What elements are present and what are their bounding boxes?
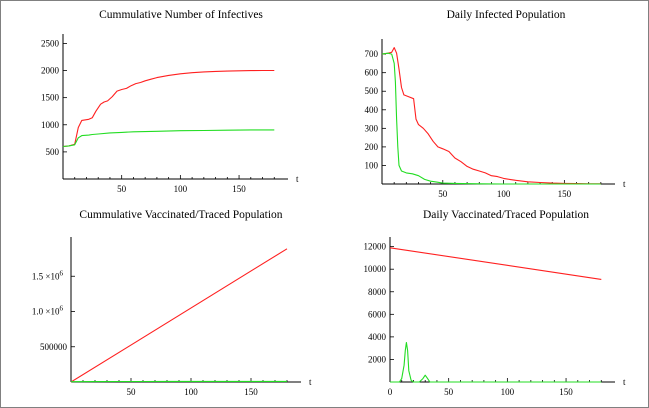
y-tick-label: 2000 bbox=[368, 354, 387, 364]
x-tick-label: 50 bbox=[117, 184, 127, 194]
y-tick-label: 8000 bbox=[368, 287, 387, 297]
chart-1: Cummulative Number of Infectives t 50 100 15… bbox=[41, 9, 299, 194]
y-tick-label: 4000 bbox=[368, 332, 387, 342]
series-line-1 bbox=[389, 247, 602, 280]
x-axis-label: t bbox=[623, 377, 626, 387]
y-tick-label: 400 bbox=[365, 105, 379, 115]
series-line-2 bbox=[62, 129, 275, 148]
y-tick-label: 700 bbox=[365, 49, 379, 59]
x-tick-label: 100 bbox=[184, 387, 198, 397]
y-tick-label: 600 bbox=[365, 68, 379, 78]
y-tick-label: 200 bbox=[365, 142, 379, 152]
x-tick-label: 150 bbox=[559, 387, 573, 397]
chart-4: Daily Vaccinated/Traced Population t 0 50 10… bbox=[364, 209, 627, 397]
x-axis-label: t bbox=[296, 174, 299, 184]
x-tick-label: 150 bbox=[244, 387, 258, 397]
chart-3: Cummulative Vaccinated/Traced Population… bbox=[32, 209, 312, 397]
y-tick-label: 6000 bbox=[368, 309, 387, 319]
x-tick-label: 100 bbox=[497, 189, 511, 199]
y-tick-label: 100 bbox=[365, 160, 379, 170]
y-tick-label: 12000 bbox=[364, 242, 387, 252]
y-tick-label: 1500 bbox=[41, 93, 60, 103]
chart-title: Daily Infected Population bbox=[447, 9, 566, 21]
x-axis-label: t bbox=[623, 179, 626, 189]
x-tick-label: 50 bbox=[127, 387, 137, 397]
chart-title: Cummulative Number of Infectives bbox=[99, 9, 263, 21]
y-tick-label: 1000 bbox=[41, 120, 60, 130]
x-tick-label: 0 bbox=[388, 387, 393, 397]
x-tick-label: 150 bbox=[558, 189, 572, 199]
y-tick-label: 300 bbox=[365, 123, 379, 133]
x-tick-label: 50 bbox=[438, 189, 448, 199]
series-line-1 bbox=[62, 69, 275, 148]
y-tick-label: 2500 bbox=[41, 38, 60, 48]
x-tick-label: 100 bbox=[174, 184, 188, 194]
chart-title: Daily Vaccinated/Traced Population bbox=[423, 209, 589, 221]
y-tick-label: 500000 bbox=[40, 342, 68, 352]
y-tick-label: 2000 bbox=[41, 66, 60, 76]
y-tick-label: 1.0 ×106 bbox=[32, 305, 64, 317]
x-axis-label: t bbox=[309, 377, 312, 387]
series-line-2 bbox=[390, 341, 602, 383]
y-tick-label: 500 bbox=[365, 86, 379, 96]
chart-2: Daily Infected Population t 50 100 150 100 200… bbox=[365, 9, 627, 199]
series-line-1 bbox=[381, 47, 601, 185]
series-line-1 bbox=[70, 248, 288, 383]
chart-title: Cummulative Vaccinated/Traced Population bbox=[79, 209, 282, 221]
x-tick-label: 100 bbox=[501, 387, 515, 397]
x-tick-label: 150 bbox=[232, 184, 246, 194]
series-line-2 bbox=[381, 52, 601, 185]
y-tick-label: 10000 bbox=[364, 264, 387, 274]
y-tick-label: 1.5 ×106 bbox=[32, 269, 64, 281]
x-tick-label: 50 bbox=[444, 387, 454, 397]
y-tick-label: 500 bbox=[46, 147, 60, 157]
